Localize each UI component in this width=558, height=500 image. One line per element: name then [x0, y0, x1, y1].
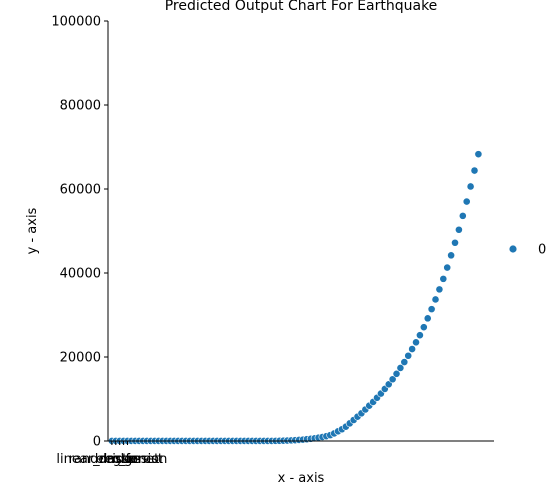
- scatter-point: [435, 285, 444, 294]
- x-tick-label: lasso: [103, 452, 136, 467]
- y-tick-label: 40000: [60, 267, 101, 282]
- y-axis-label: y - axis: [25, 207, 40, 254]
- scatter-point: [388, 375, 397, 384]
- x-tick-label: ridge: [107, 452, 140, 467]
- legend-marker: [509, 245, 517, 253]
- scatter-point: [419, 323, 428, 332]
- y-ticks: 0 20000 40000 60000 80000 100000: [51, 15, 108, 450]
- scatter-point: [451, 238, 459, 247]
- scatter-point: [470, 166, 479, 175]
- scatter-point: [404, 351, 413, 360]
- scatter-point: [400, 358, 409, 366]
- y-tick-label: 100000: [51, 15, 101, 30]
- scatter-point: [443, 263, 452, 272]
- scatter-point: [427, 305, 436, 314]
- x-tick-label: elasticnet: [96, 452, 160, 467]
- scatter-point: [396, 364, 405, 372]
- scatter-point: [439, 274, 448, 283]
- x-tick-label: random_forest: [69, 452, 163, 467]
- x-tick-label: linear_regression: [56, 452, 167, 467]
- scatter-point: [416, 331, 424, 340]
- scatter-point: [392, 369, 401, 378]
- y-tick-label: 0: [93, 435, 101, 450]
- chart-title: Predicted Output Chart For Earthquake: [165, 0, 438, 14]
- scatter-point: [455, 225, 463, 234]
- scatter-point: [412, 338, 420, 347]
- scatter-point: [466, 182, 475, 191]
- scatter-point: [474, 150, 483, 159]
- scatter-point: [447, 251, 456, 260]
- legend: 0: [509, 243, 546, 258]
- y-tick-label: 80000: [60, 99, 101, 114]
- scatter-point: [458, 211, 467, 220]
- scatter-point: [431, 295, 440, 304]
- x-ticks: linear_regressionrandom_forestlassoridge…: [56, 441, 167, 467]
- scatter-point: [462, 197, 471, 206]
- y-tick-label: 20000: [60, 351, 101, 366]
- scatter-point: [408, 345, 417, 353]
- x-axis-label: x - axis: [278, 471, 325, 486]
- scatter-point: [423, 314, 432, 323]
- legend-label: 0: [538, 243, 546, 258]
- y-tick-label: 60000: [60, 183, 101, 198]
- plot-area: [107, 150, 483, 445]
